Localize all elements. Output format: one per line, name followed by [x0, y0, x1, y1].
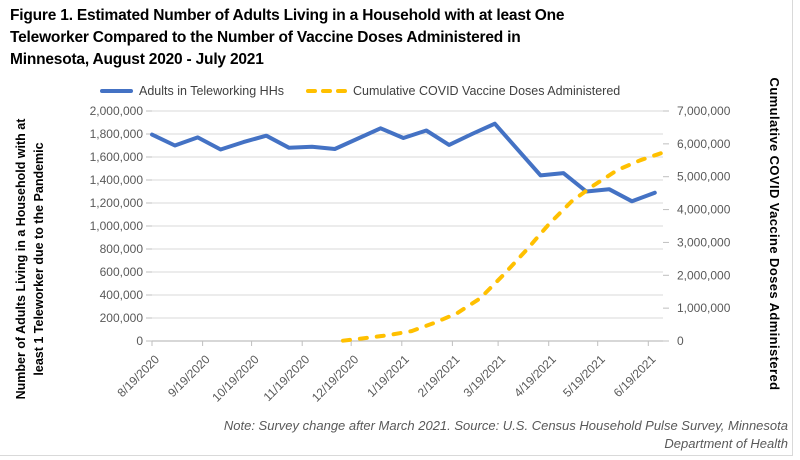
right-axis-tick-label: 0	[677, 334, 684, 348]
x-axis-tick-label: 12/19/2020	[309, 352, 362, 405]
right-axis-tick-label: 7,000,000	[677, 104, 731, 118]
left-axis-tick-label: 200,000	[100, 311, 144, 325]
left-axis-tick-label: 400,000	[100, 288, 144, 302]
right-axis-tick-label: 1,000,000	[677, 301, 731, 315]
left-axis-tick-label: 1,000,000	[90, 219, 144, 233]
source-note-line-1: Note: Survey change after March 2021. So…	[223, 418, 788, 433]
left-axis-tick-label: 1,600,000	[90, 150, 144, 164]
source-note-line-2: Department of Health	[664, 436, 788, 451]
right-axis-tick-label: 2,000,000	[677, 268, 731, 282]
left-axis-tick-label: 600,000	[100, 265, 144, 279]
legend-item-teleworkers: Adults in Teleworking HHs	[100, 84, 284, 98]
right-axis-tick-label: 6,000,000	[677, 137, 731, 151]
left-axis-tick-label: 1,400,000	[90, 173, 144, 187]
legend-label-teleworkers: Adults in Teleworking HHs	[139, 84, 284, 98]
left-axis-tick-label: 0	[136, 334, 143, 348]
teleworker-series-line	[150, 121, 657, 204]
right-axis-tick-label: 5,000,000	[677, 170, 731, 184]
legend-item-vaccine-doses: Cumulative COVID Vaccine Doses Administe…	[305, 84, 621, 98]
chart-title-line-2: Teleworker Compared to the Number of Vac…	[10, 29, 521, 46]
source-note: Note: Survey change after March 2021. So…	[148, 417, 788, 453]
chart-title: Figure 1. Estimated Number of Adults Liv…	[10, 5, 780, 71]
x-axis-tick-label: 8/19/2020	[114, 352, 162, 400]
x-axis-tick-label: 5/19/2021	[560, 352, 608, 400]
x-axis-tick-label: 10/19/2020	[209, 352, 262, 405]
x-axis-tick-label: 6/19/2021	[611, 352, 659, 400]
left-axis-tick-label: 800,000	[100, 242, 144, 256]
x-axis-tick-label: 2/19/2021	[415, 352, 463, 400]
chart-border-right	[792, 0, 793, 456]
x-axis-tick-label: 11/19/2020	[261, 352, 313, 404]
left-axis-tick-label: 1,800,000	[90, 127, 144, 141]
x-axis-tick-label: 3/19/2021	[461, 352, 509, 400]
chart-title-line-3: Minnesota, August 2020 - July 2021	[10, 51, 264, 68]
right-axis-tick-label: 3,000,000	[677, 235, 731, 249]
x-axis-tick-label: 4/19/2021	[511, 352, 559, 400]
chart-title-line-1: Figure 1. Estimated Number of Adults Liv…	[10, 7, 565, 24]
dashed-line-swatch-icon	[305, 89, 347, 93]
x-axis-tick-label: 1/19/2021	[364, 352, 412, 400]
legend-label-vaccine-doses: Cumulative COVID Vaccine Doses Administe…	[352, 84, 621, 98]
chart-border-bottom	[0, 455, 793, 456]
left-axis-tick-label: 1,200,000	[90, 196, 144, 210]
left-axis-tick-label: 2,000,000	[90, 104, 144, 118]
vaccine-series-line	[341, 151, 664, 343]
right-axis-tick-label: 4,000,000	[677, 203, 731, 217]
solid-line-swatch-icon	[100, 89, 133, 93]
x-axis-tick-label: 9/19/2020	[165, 352, 213, 400]
legend: Adults in Teleworking HHs Cumulative COV…	[100, 83, 620, 99]
